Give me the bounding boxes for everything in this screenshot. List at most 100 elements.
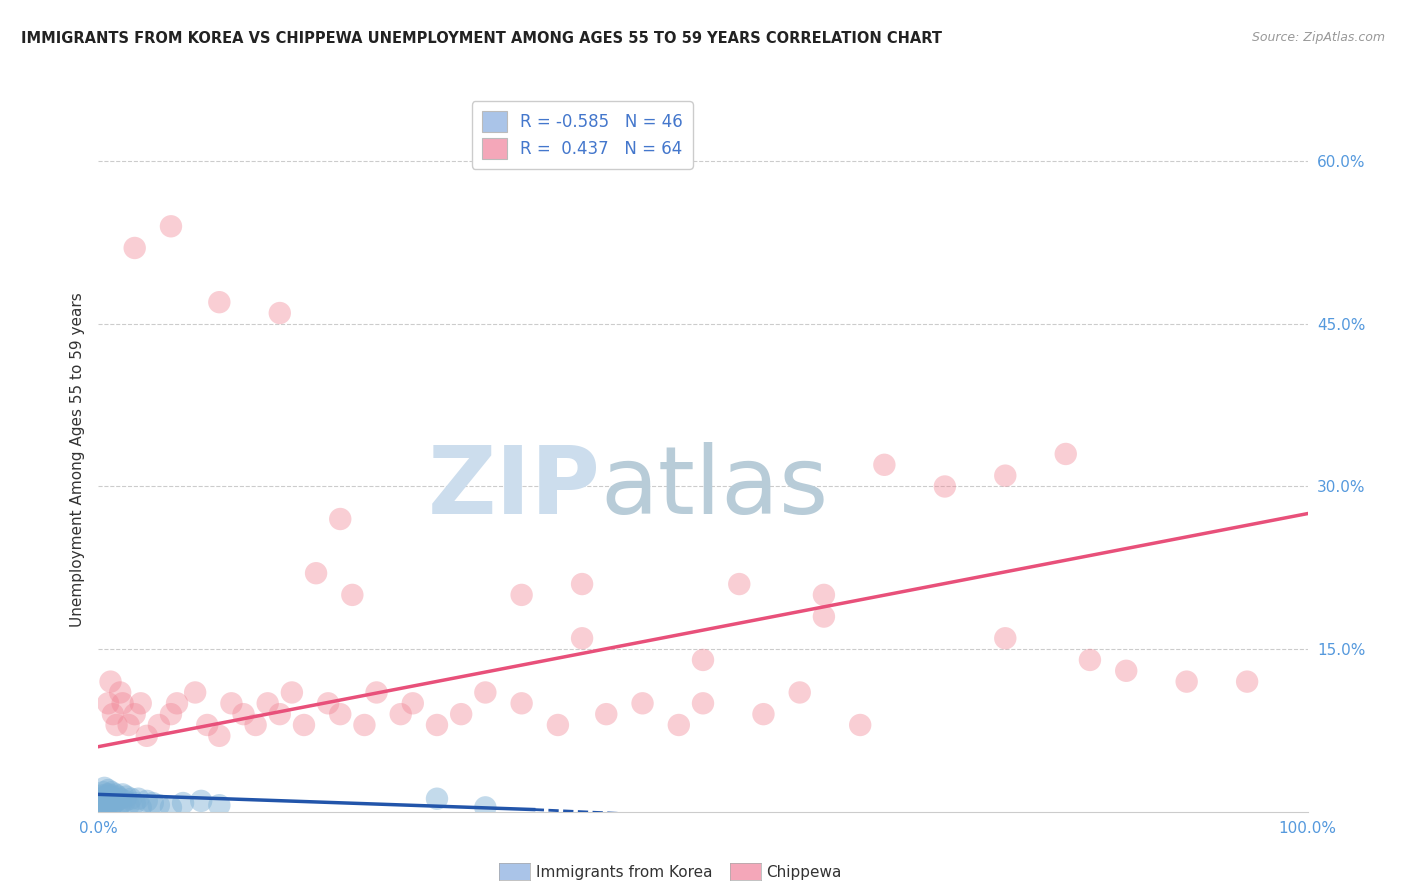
Point (97, 783, 120, 797)
Point (94, 796, 117, 810)
Point (184, 685, 207, 699)
Point (353, 718, 375, 732)
Point (108, 685, 131, 699)
Point (232, 707, 254, 722)
Point (124, 796, 146, 810)
Point (100, 674, 122, 689)
Point (93, 780, 115, 795)
Point (510, 588, 533, 602)
Point (402, 696, 425, 710)
Point (1115, 664, 1137, 678)
Point (256, 696, 278, 710)
Point (105, 718, 128, 732)
Point (160, 219, 183, 234)
Point (115, 789, 138, 804)
Text: atlas: atlas (600, 442, 828, 533)
Point (108, 798, 131, 813)
Point (98, 788, 121, 802)
Point (93, 798, 115, 813)
Point (426, 718, 449, 732)
Point (91, 785, 114, 799)
Point (101, 707, 124, 722)
Point (110, 796, 132, 810)
Point (245, 718, 267, 732)
Point (98, 796, 121, 810)
Point (142, 796, 165, 810)
Point (269, 707, 291, 722)
Point (1054, 447, 1077, 461)
Point (160, 707, 183, 722)
Point (571, 632, 593, 646)
Point (91, 789, 114, 803)
Point (129, 696, 152, 710)
Point (692, 653, 714, 667)
Point (114, 794, 136, 808)
Point (100, 785, 122, 799)
Point (91, 794, 114, 808)
Point (292, 718, 315, 732)
Point (547, 718, 569, 732)
Point (342, 588, 364, 602)
Y-axis label: Unemployment Among Ages 55 to 59 years: Unemployment Among Ages 55 to 59 years (69, 292, 84, 627)
Point (120, 791, 142, 805)
Point (124, 241, 146, 255)
Point (208, 798, 231, 813)
Point (108, 791, 131, 805)
Text: Immigrants from Korea: Immigrants from Korea (536, 865, 713, 880)
Point (127, 791, 149, 805)
Legend: R = -0.585   N = 46, R =  0.437   N = 64: R = -0.585 N = 46, R = 0.437 N = 64 (471, 102, 693, 169)
Point (316, 696, 339, 710)
Point (111, 788, 134, 802)
Point (135, 729, 157, 743)
Point (1175, 674, 1198, 689)
Point (329, 707, 352, 722)
Point (118, 798, 141, 813)
Point (631, 696, 654, 710)
Point (129, 800, 152, 814)
Point (1236, 674, 1258, 689)
Point (208, 295, 231, 310)
Point (595, 707, 617, 722)
Point (118, 718, 141, 732)
Text: Source: ZipAtlas.com: Source: ZipAtlas.com (1251, 31, 1385, 45)
Point (728, 577, 751, 591)
Point (994, 468, 1017, 483)
Point (90, 791, 112, 805)
Point (100, 798, 122, 813)
Point (97, 696, 120, 710)
Point (208, 729, 231, 743)
Point (305, 566, 328, 581)
Point (172, 796, 194, 810)
Point (148, 798, 170, 813)
Point (668, 718, 690, 732)
Text: ZIP: ZIP (427, 442, 600, 533)
Text: Chippewa: Chippewa (766, 865, 842, 880)
Point (692, 696, 714, 710)
Point (474, 800, 496, 814)
Point (426, 791, 449, 805)
Point (135, 794, 157, 808)
Point (96, 800, 118, 814)
Point (571, 577, 593, 591)
Point (221, 696, 243, 710)
Point (97, 791, 120, 805)
Point (752, 707, 775, 722)
Point (474, 685, 496, 699)
Point (994, 632, 1017, 646)
Point (111, 696, 134, 710)
Point (166, 696, 188, 710)
Point (849, 718, 872, 732)
Point (366, 685, 388, 699)
Point (1078, 653, 1101, 667)
Point (91, 799, 114, 814)
Point (389, 707, 412, 722)
Point (107, 789, 129, 804)
Point (329, 512, 352, 526)
Point (90, 796, 112, 810)
Point (103, 796, 125, 810)
Point (124, 707, 146, 722)
Point (94, 789, 117, 804)
Point (100, 789, 122, 804)
Point (813, 588, 835, 602)
Point (89, 794, 111, 808)
